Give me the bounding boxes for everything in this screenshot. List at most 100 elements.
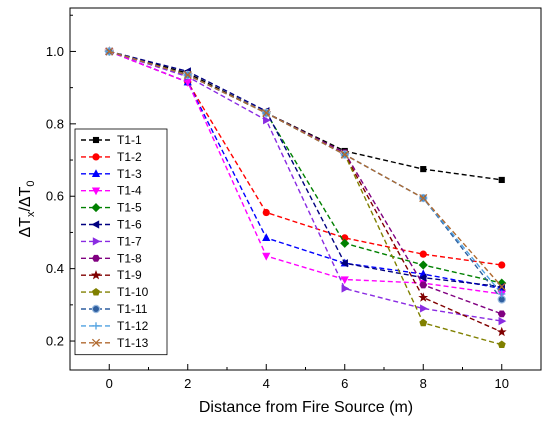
legend-marker — [91, 270, 101, 280]
data-point — [340, 276, 349, 285]
legend-item-t1-7: T1-7 — [81, 234, 142, 248]
y-tick-label: 1.0 — [46, 44, 64, 59]
legend-item-t1-3: T1-3 — [81, 167, 142, 181]
series-line — [109, 50, 502, 266]
data-point — [341, 284, 350, 293]
data-point — [262, 208, 270, 217]
data-point — [263, 116, 271, 125]
x-tick-label: 0 — [106, 376, 113, 391]
legend-item-t1-4: T1-4 — [81, 184, 142, 198]
legend-label: T1-13 — [117, 336, 149, 350]
legend-marker — [92, 237, 101, 246]
data-point — [105, 47, 114, 56]
data-point — [498, 261, 506, 269]
series-line — [109, 50, 503, 315]
data-point — [418, 260, 428, 270]
data-point — [420, 166, 427, 173]
series-line — [109, 50, 503, 300]
legend-label: T1-2 — [117, 150, 142, 164]
data-point — [498, 176, 505, 184]
y-axis-title-sub-1: x — [25, 211, 37, 217]
series-line — [109, 50, 503, 288]
legend-item-t1-13: T1-13 — [81, 336, 149, 350]
legend-marker — [92, 322, 100, 330]
data-point — [262, 252, 271, 261]
legend-marker — [91, 203, 101, 213]
data-point — [419, 281, 428, 289]
x-tick-label: 10 — [495, 376, 509, 391]
series-line — [109, 50, 502, 288]
legend-label: T1-9 — [117, 268, 142, 282]
data-point — [419, 193, 428, 203]
legend-label: T1-4 — [117, 184, 142, 198]
data-point — [262, 233, 271, 242]
legend-label: T1-7 — [117, 234, 142, 248]
legend-marker — [92, 136, 100, 144]
x-axis-title: Distance from Fire Source (m) — [199, 399, 413, 416]
data-point — [497, 310, 506, 318]
series-line — [109, 50, 502, 346]
x-tick-label: 8 — [420, 376, 427, 391]
data-point — [498, 317, 507, 326]
x-tick-label: 6 — [341, 376, 348, 391]
y-axis-title-delta-2: ΔT — [17, 186, 34, 207]
series-line — [109, 50, 502, 322]
series-line — [109, 50, 503, 333]
data-point — [418, 292, 429, 302]
x-tick-label: 4 — [263, 376, 270, 391]
data-point — [497, 340, 506, 349]
legend-label: T1-11 — [117, 302, 148, 316]
data-point — [340, 150, 349, 159]
series-line — [109, 50, 502, 295]
legend-label: T1-12 — [117, 319, 149, 333]
legend-marker — [92, 153, 100, 161]
y-tick-label: 0.8 — [46, 116, 64, 131]
series-t1-13 — [105, 47, 506, 291]
data-point — [498, 290, 506, 298]
y-tick-label: 0.6 — [46, 189, 64, 204]
y-axis-title-slash: / — [17, 207, 34, 212]
legend-item-t1-9: T1-9 — [81, 268, 142, 282]
legend-marker — [92, 287, 100, 296]
series-line — [109, 50, 502, 290]
series-line — [109, 50, 502, 181]
legend-item-t1-12: T1-12 — [81, 319, 149, 333]
legend-label: T1-10 — [117, 285, 149, 299]
legend-label: T1-3 — [117, 167, 142, 181]
data-point — [183, 70, 192, 80]
legend-marker — [92, 254, 100, 262]
data-point — [418, 273, 427, 282]
data-point — [340, 238, 350, 248]
data-point — [340, 259, 348, 268]
axes: 0 2 4 6 8 10 0.2 0.4 0.6 0.8 1.0 — [46, 7, 542, 391]
x-tick-label: 2 — [184, 376, 191, 391]
legend: T1-1 T1-2 T1-3 T1-4 T1-5 T1-6 T1-7 T1-8 T1-9 T1-1… — [74, 128, 168, 356]
legend-marker — [91, 304, 101, 314]
legend-label: T1-8 — [117, 251, 142, 265]
data-point — [341, 234, 349, 242]
data-point — [262, 108, 271, 118]
legend-item-t1-8: T1-8 — [81, 251, 142, 265]
y-axis-title: ΔTx/ΔT0 — [17, 180, 37, 237]
legend-marker — [91, 220, 100, 229]
legend-item-t1-2: T1-2 — [81, 150, 142, 164]
legend-marker — [91, 169, 101, 177]
legend-item-t1-5: T1-5 — [81, 201, 142, 215]
y-tick-label: 0.4 — [46, 261, 64, 276]
legend-item-t1-11: T1-11 — [81, 302, 148, 316]
series-line — [109, 50, 502, 284]
legend-marker — [91, 187, 101, 196]
legend-item-t1-6: T1-6 — [81, 218, 142, 232]
data-point — [419, 250, 427, 258]
data-point — [496, 326, 507, 337]
legend-marker — [91, 338, 101, 347]
data-point — [497, 282, 506, 291]
data-point — [419, 318, 428, 327]
series-line — [109, 50, 503, 295]
legend-label: T1-6 — [117, 218, 142, 232]
legend-item-t1-10: T1-10 — [81, 285, 149, 299]
data-point — [420, 304, 428, 313]
y-axis-title-sub-2: 0 — [25, 180, 37, 186]
legend-label: T1-5 — [117, 201, 142, 215]
y-tick-label: 0.2 — [46, 334, 64, 349]
